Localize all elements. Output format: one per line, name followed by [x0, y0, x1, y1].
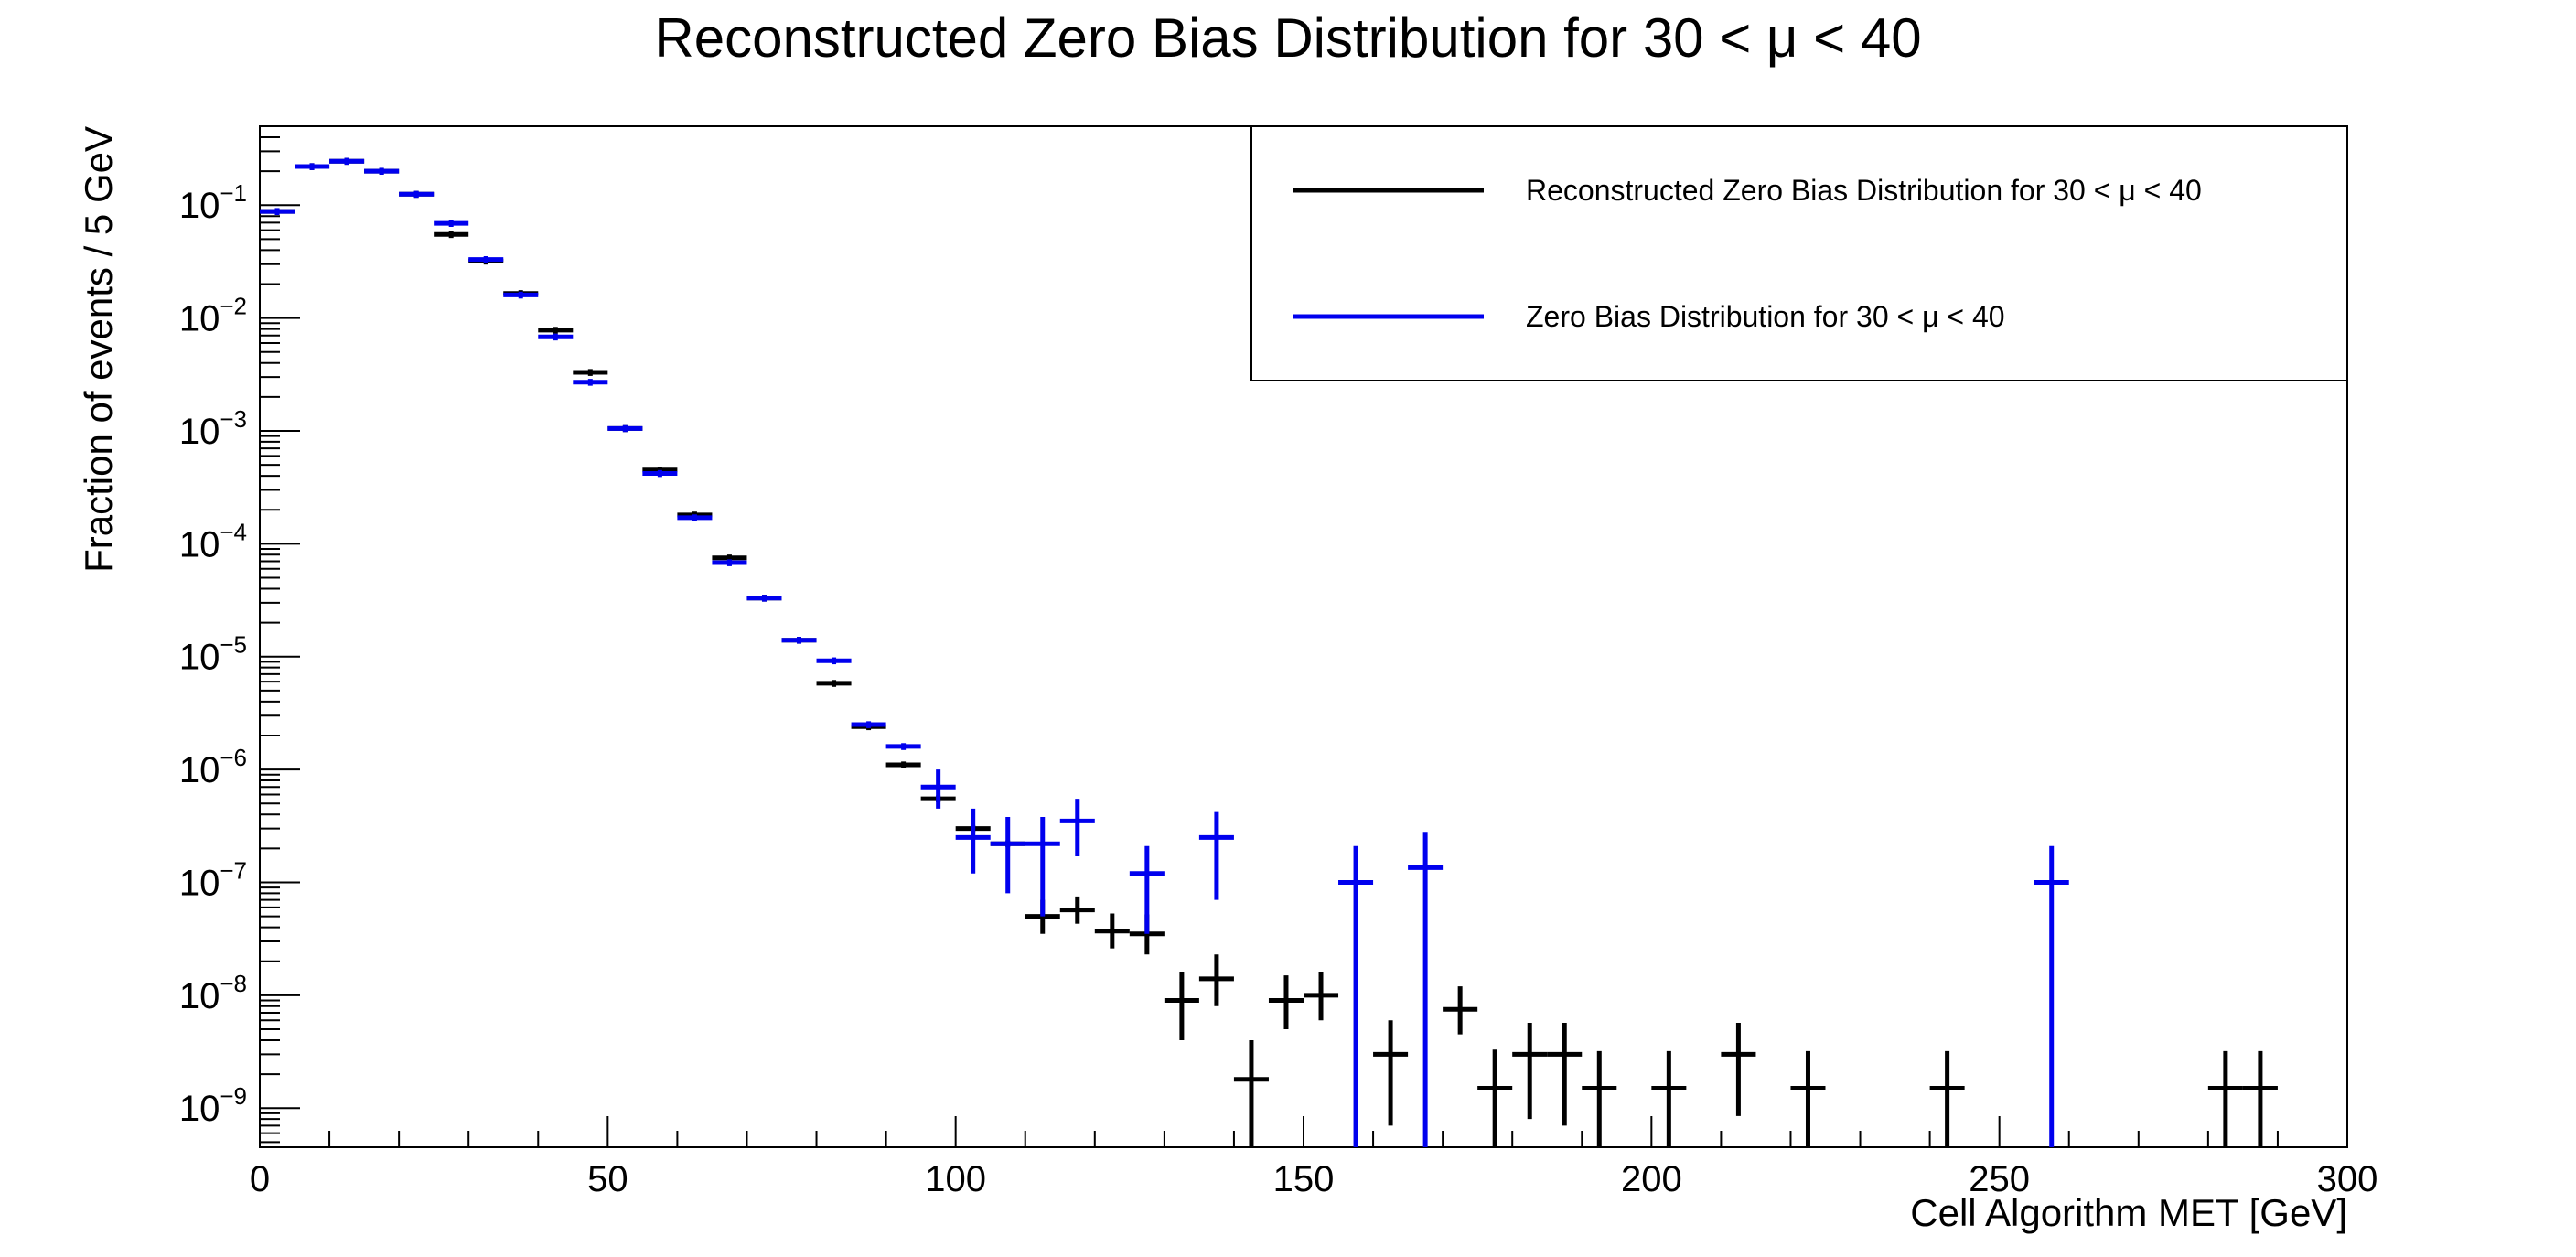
y-tick-label: 10−6: [179, 744, 247, 790]
series-zero-bias: [260, 157, 2069, 1147]
y-tick-label: 10−5: [179, 631, 247, 678]
x-tick-label: 100: [925, 1159, 986, 1199]
y-tick-label: 10−7: [179, 856, 247, 903]
x-tick-label: 250: [1969, 1159, 2030, 1199]
y-axis: 10−1 10−2 10−3 10−4 10−5 10−6 10−7 10−8 10−9: [179, 125, 300, 1144]
x-tick-label: 300: [2317, 1159, 2378, 1199]
y-tick-label: 10−3: [179, 405, 247, 452]
y-axis-title: Fraction of events / 5 GeV: [77, 126, 120, 573]
chart-title: Reconstructed Zero Bias Distribution for…: [654, 7, 1921, 69]
legend: Reconstructed Zero Bias Distribution for…: [1250, 125, 2348, 381]
legend-label-zero-bias: Zero Bias Distribution for 30 < μ < 40: [1526, 300, 2005, 333]
legend-label-reconstructed: Reconstructed Zero Bias Distribution for…: [1526, 174, 2202, 207]
y-tick-label: 10−1: [179, 179, 247, 226]
y-tick-label: 10−8: [179, 970, 247, 1016]
x-tick-label: 200: [1621, 1159, 1682, 1199]
x-tick-label: 150: [1273, 1159, 1335, 1199]
x-axis-title: Cell Algorithm MET [GeV]: [1910, 1191, 2347, 1234]
y-tick-label: 10−4: [179, 518, 247, 564]
x-tick-label: 50: [587, 1159, 628, 1199]
y-tick-label: 10−2: [179, 293, 247, 339]
data-marks: [260, 157, 2278, 1147]
x-tick-label: 0: [250, 1159, 270, 1199]
legend-box: [1250, 125, 2348, 381]
x-axis: 0 50 100 150 200 250 300: [250, 1116, 2378, 1199]
y-tick-label: 10−9: [179, 1082, 247, 1129]
